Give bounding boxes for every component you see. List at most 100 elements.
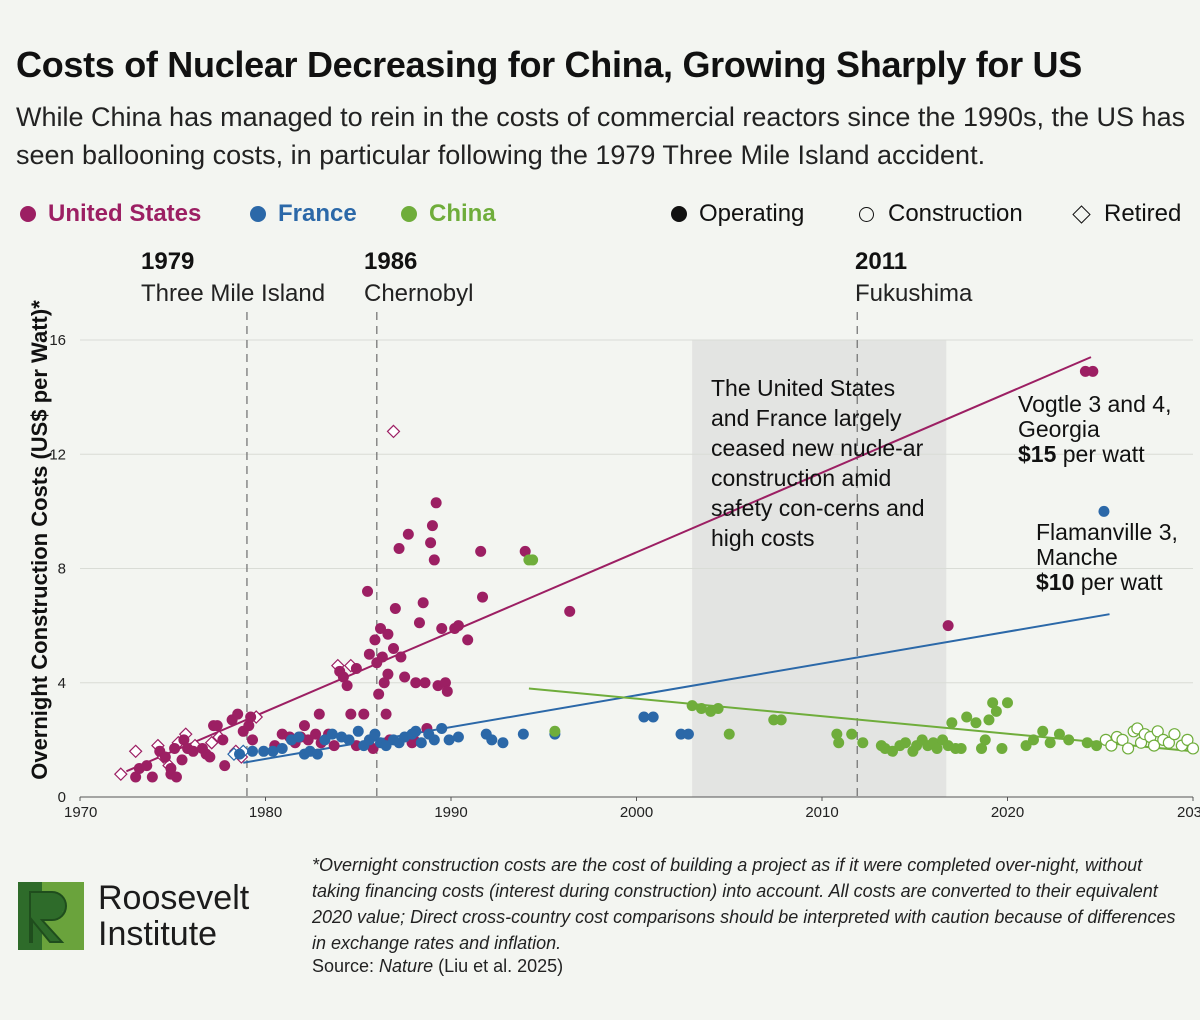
legend-china-label: China bbox=[429, 200, 496, 227]
flamanville-cost-unit: per watt bbox=[1074, 569, 1163, 595]
data-point-united-states-operating bbox=[942, 620, 954, 632]
data-point-france-operating bbox=[497, 737, 509, 749]
data-point-united-states-operating bbox=[477, 591, 489, 603]
logo-text: Roosevelt Institute bbox=[98, 880, 249, 952]
legend-item-construction: Construction bbox=[859, 200, 1023, 228]
legend-operating-label: Operating bbox=[699, 200, 805, 227]
data-point-united-states-operating bbox=[382, 628, 394, 640]
data-point-france-operating bbox=[258, 745, 270, 757]
data-point-china-operating bbox=[996, 742, 1008, 754]
vogtle-cost-value: $15 bbox=[1018, 441, 1057, 467]
data-point-china-construction bbox=[1151, 725, 1164, 738]
x-tick-label-2000: 2000 bbox=[620, 804, 653, 821]
data-point-france-operating bbox=[293, 731, 305, 743]
data-point-united-states-operating bbox=[380, 708, 392, 720]
legend-construction-label: Construction bbox=[888, 200, 1023, 227]
data-point-united-states-operating bbox=[178, 734, 190, 746]
data-point-united-states-operating bbox=[376, 651, 388, 663]
data-point-united-states-operating bbox=[159, 751, 171, 763]
data-point-united-states-operating bbox=[176, 754, 188, 766]
chart-title: Costs of Nuclear Decreasing for China, G… bbox=[16, 44, 1082, 85]
open-circle-icon bbox=[859, 206, 874, 222]
data-point-china-operating bbox=[1081, 737, 1093, 749]
data-point-united-states-operating bbox=[369, 634, 381, 646]
legend-france-dot-icon bbox=[250, 206, 266, 222]
data-point-china-operating bbox=[976, 742, 988, 754]
data-point-china-operating bbox=[831, 728, 843, 740]
data-point-united-states-operating bbox=[247, 734, 259, 746]
data-point-united-states-operating bbox=[387, 642, 399, 654]
data-point-united-states-operating bbox=[1087, 365, 1099, 377]
data-point-united-states-operating bbox=[564, 605, 576, 617]
data-point-china-operating bbox=[979, 734, 991, 746]
data-point-united-states-operating bbox=[169, 742, 181, 754]
data-point-france-operating bbox=[319, 734, 331, 746]
data-point-china-operating bbox=[846, 728, 858, 740]
vogtle-name: Vogtle 3 and 4, bbox=[1018, 391, 1172, 417]
data-point-china-operating bbox=[1037, 725, 1049, 737]
data-point-united-states-retired bbox=[204, 735, 219, 750]
data-point-china-operating bbox=[987, 697, 999, 709]
data-point-united-states-operating bbox=[219, 760, 231, 772]
data-point-united-states-operating bbox=[430, 497, 442, 509]
data-point-china-operating bbox=[990, 705, 1002, 717]
data-point-france-operating bbox=[380, 740, 392, 752]
event-name-fukushima: Fukushima bbox=[855, 280, 973, 307]
data-point-china-construction bbox=[1162, 736, 1175, 749]
data-point-united-states-operating bbox=[302, 734, 314, 746]
data-point-united-states-operating bbox=[170, 771, 182, 783]
data-point-france-operating bbox=[247, 745, 259, 757]
data-point-china-operating bbox=[886, 745, 898, 757]
data-point-china-construction bbox=[1168, 728, 1181, 741]
data-point-france-operating bbox=[647, 711, 659, 723]
data-point-united-states-operating bbox=[382, 668, 394, 680]
data-point-united-states-operating bbox=[452, 620, 464, 632]
legend-item-france: France bbox=[250, 200, 357, 228]
source-note: Source: Nature (Liu et al. 2025) bbox=[312, 956, 563, 977]
data-point-united-states-operating bbox=[428, 554, 440, 566]
data-point-china-construction bbox=[1116, 733, 1129, 746]
data-point-china-operating bbox=[899, 737, 911, 749]
y-tick-label-12: 12 bbox=[49, 446, 66, 463]
data-point-france-operating bbox=[369, 728, 381, 740]
data-point-france-operating bbox=[443, 734, 455, 746]
data-point-united-states-operating bbox=[245, 711, 257, 723]
event-name-chernobyl: Chernobyl bbox=[364, 280, 474, 307]
data-point-united-states-operating bbox=[373, 688, 385, 700]
data-point-france-operating bbox=[1098, 505, 1110, 517]
data-point-china-operating bbox=[931, 742, 943, 754]
axis-group: 0 4 8 12 16 1970 1980 1990 2000 2010 2020 2030 bbox=[49, 332, 1200, 821]
flamanville-cost-value: $10 bbox=[1036, 569, 1075, 595]
data-point-china-operating bbox=[946, 717, 958, 729]
data-point-united-states-operating bbox=[362, 585, 374, 597]
data-point-united-states-operating bbox=[232, 708, 244, 720]
y-tick-label-0: 0 bbox=[58, 789, 66, 806]
data-point-united-states-operating bbox=[375, 622, 387, 634]
data-point-france-operating bbox=[352, 725, 364, 737]
x-tick-label-1970: 1970 bbox=[64, 804, 97, 821]
data-point-china-operating bbox=[723, 728, 735, 740]
data-point-china-operating bbox=[695, 702, 707, 714]
data-point-united-states-operating bbox=[310, 728, 322, 740]
data-point-united-states-operating bbox=[395, 651, 407, 663]
data-point-united-states-operating bbox=[439, 677, 451, 689]
logo-letter: R bbox=[62, 911, 63, 913]
source-suffix: (Liu et al. 2025) bbox=[433, 956, 564, 976]
flamanville-name: Flamanville 3, bbox=[1036, 519, 1178, 545]
data-point-china-operating bbox=[970, 717, 982, 729]
data-point-united-states-operating bbox=[204, 751, 216, 763]
data-point-france-operating bbox=[682, 728, 694, 740]
data-point-united-states-operating bbox=[436, 622, 448, 634]
data-point-united-states-operating bbox=[402, 528, 414, 540]
data-point-china-operating bbox=[1063, 734, 1075, 746]
data-point-united-states-operating bbox=[358, 708, 370, 720]
event-lines-group bbox=[246, 312, 858, 797]
y-tick-label-8: 8 bbox=[58, 561, 66, 578]
chart-subtitle: While China has managed to rein in the c… bbox=[16, 102, 1186, 170]
legend-france-label: France bbox=[278, 200, 357, 227]
data-point-china-operating bbox=[955, 742, 967, 754]
data-point-united-states-operating bbox=[350, 662, 362, 674]
data-point-china-operating bbox=[1002, 697, 1013, 709]
legend-retired-label: Retired bbox=[1104, 200, 1182, 227]
